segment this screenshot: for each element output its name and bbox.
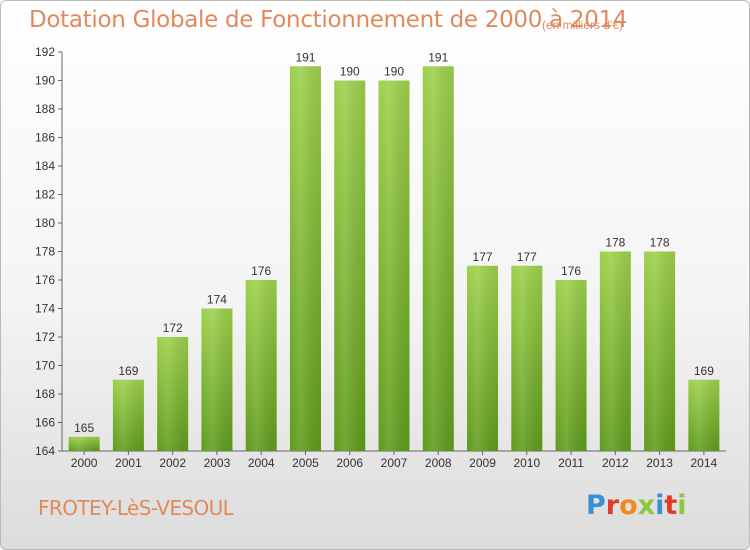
y-tick-label: 168 — [35, 387, 55, 401]
y-tick-label: 174 — [35, 302, 55, 316]
data-label-2010: 177 — [517, 250, 537, 264]
bar-shine — [289, 66, 321, 451]
y-tick-label: 178 — [35, 245, 55, 259]
x-tick-label: 2006 — [336, 456, 363, 470]
x-tick-label: 2014 — [691, 456, 718, 470]
logo-letter: r — [605, 490, 620, 521]
data-label-2003: 174 — [207, 293, 227, 307]
x-tick-label: 2008 — [425, 456, 452, 470]
data-label-2007: 190 — [384, 65, 404, 79]
bar-shine — [245, 280, 277, 451]
bar-shine — [511, 265, 543, 451]
chart-data-labels: 165 169 172 174 176 191 190 190 191 177 177 176 178 1… — [74, 50, 714, 435]
bar-shine — [68, 436, 100, 451]
x-tick-label: 2000 — [71, 456, 98, 470]
y-tick-label: 176 — [35, 273, 55, 287]
logo-letter: o — [619, 490, 638, 521]
data-label-2012: 178 — [605, 236, 625, 250]
data-label-2005: 191 — [295, 50, 315, 64]
y-tick-label: 190 — [35, 74, 55, 88]
logo-letter: x — [637, 490, 656, 521]
logo-letter: i — [655, 490, 665, 521]
bar-shine — [112, 379, 144, 451]
proxiti-logo: Proxiti — [586, 490, 687, 521]
y-tick-label: 180 — [35, 216, 55, 230]
x-tick-label: 2005 — [292, 456, 319, 470]
data-label-2009: 177 — [473, 250, 493, 264]
bar-shine — [688, 379, 720, 451]
data-label-2006: 190 — [340, 65, 360, 79]
y-tick-label: 170 — [35, 359, 55, 373]
x-tick-label: 2002 — [159, 456, 186, 470]
data-label-2001: 169 — [118, 364, 138, 378]
bar-shine — [334, 80, 366, 451]
chart-axes: 164 166 168 170 172 174 176 178 180 182 184 186 188 1… — [35, 45, 726, 470]
y-tick-label: 188 — [35, 102, 55, 116]
bar-shine — [644, 251, 676, 451]
y-tick-label: 172 — [35, 330, 55, 344]
data-label-2013: 178 — [650, 236, 670, 250]
y-tick-label: 184 — [35, 159, 55, 173]
data-label-2000: 165 — [74, 421, 94, 435]
x-tick-label: 2010 — [513, 456, 540, 470]
bar-shine — [378, 80, 410, 451]
x-tick-label: 2004 — [248, 456, 275, 470]
data-label-2014: 169 — [694, 364, 714, 378]
x-tick-label: 2012 — [602, 456, 629, 470]
bar-shine — [599, 251, 631, 451]
data-label-2002: 172 — [163, 321, 183, 335]
x-tick-label: 2011 — [558, 456, 584, 470]
logo-letter: t — [664, 490, 678, 521]
data-label-2011: 176 — [561, 264, 581, 278]
chart-title: Dotation Globale de Fonctionnement de 20… — [29, 7, 628, 33]
bar-shine — [422, 66, 454, 451]
y-tick-label: 166 — [35, 416, 55, 430]
x-tick-label: 2013 — [646, 456, 673, 470]
data-label-2004: 176 — [251, 264, 271, 278]
y-tick-label: 182 — [35, 188, 55, 202]
chart-bars — [68, 66, 720, 451]
chart-unit: (en milliers d'€) — [542, 18, 623, 32]
bar-shine — [467, 265, 499, 451]
logo-letter: i — [677, 490, 687, 521]
x-tick-label: 2001 — [115, 456, 142, 470]
y-tick-label: 164 — [35, 444, 55, 458]
data-label-2008: 191 — [428, 50, 448, 64]
x-tick-label: 2003 — [204, 456, 231, 470]
y-tick-label: 192 — [35, 45, 55, 59]
bar-shine — [201, 308, 233, 451]
commune-name: FROTEY-LèS-VESOUL — [38, 496, 234, 520]
y-tick-label: 186 — [35, 131, 55, 145]
bar-shine — [555, 280, 587, 451]
bar-shine — [157, 337, 189, 451]
logo-letter: P — [586, 490, 606, 521]
x-tick-label: 2009 — [469, 456, 496, 470]
x-tick-label: 2007 — [381, 456, 408, 470]
